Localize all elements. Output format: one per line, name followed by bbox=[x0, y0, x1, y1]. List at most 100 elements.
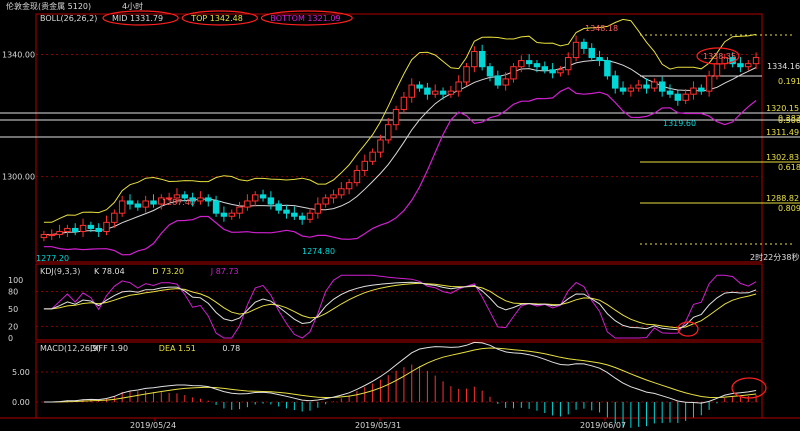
candle bbox=[338, 188, 345, 196]
last-price-box bbox=[764, 60, 800, 71]
candle bbox=[392, 108, 400, 126]
candle bbox=[424, 87, 431, 95]
legend-item: D 73.20 bbox=[152, 267, 184, 276]
candle bbox=[291, 212, 298, 217]
candle bbox=[549, 69, 556, 74]
candle bbox=[189, 197, 196, 202]
kdj-y-tick: 100 bbox=[8, 276, 23, 285]
candle bbox=[118, 200, 126, 214]
panel-frame bbox=[35, 263, 763, 341]
candle bbox=[400, 96, 408, 110]
fib-ratio-label: 0.809 bbox=[778, 204, 800, 213]
candle bbox=[596, 57, 603, 62]
x-tick-label: 2019/06/07 bbox=[580, 421, 626, 430]
legend-item: TOP 1342.48 bbox=[190, 14, 243, 23]
kdj-y-tick: 80 bbox=[8, 287, 18, 296]
fib-price-label: 1311.49 bbox=[766, 128, 799, 137]
candle bbox=[236, 206, 243, 214]
candle bbox=[361, 160, 369, 171]
candle bbox=[212, 200, 220, 214]
candle bbox=[56, 230, 63, 236]
legend-item: MID 1331.79 bbox=[112, 14, 163, 23]
macd-y-tick: 0.00 bbox=[12, 398, 30, 407]
candle bbox=[103, 221, 110, 232]
candle bbox=[150, 200, 157, 205]
candle bbox=[79, 224, 87, 232]
candle bbox=[611, 75, 619, 89]
macd-cross-circle bbox=[731, 377, 767, 399]
macd-dea-line bbox=[43, 347, 757, 403]
candle bbox=[385, 124, 392, 141]
candle bbox=[455, 81, 462, 92]
macd-diff-line bbox=[43, 341, 757, 404]
x-tick-label: 2019/05/24 bbox=[130, 421, 176, 430]
boll-mid-line bbox=[43, 59, 757, 235]
candle bbox=[251, 194, 259, 202]
candle bbox=[283, 209, 290, 214]
legend-item: DEA 1.51 bbox=[159, 344, 196, 353]
legend-item: J 87.73 bbox=[210, 267, 239, 276]
candle bbox=[471, 50, 478, 68]
candle bbox=[369, 151, 376, 162]
candle bbox=[142, 200, 149, 208]
candle bbox=[525, 60, 533, 65]
candle bbox=[353, 169, 361, 184]
candle bbox=[431, 90, 439, 95]
kdj-d-line bbox=[43, 282, 757, 329]
candle bbox=[557, 69, 564, 74]
candle bbox=[416, 84, 423, 89]
candle bbox=[173, 194, 181, 199]
kdj-indicator-label: KDJ(9,3,3) bbox=[40, 267, 80, 276]
x-tick-label: 2019/05/31 bbox=[355, 421, 401, 430]
candle bbox=[619, 87, 627, 92]
legend-highlight-circle bbox=[102, 10, 179, 26]
candle bbox=[71, 227, 79, 232]
kdj-cross-circle bbox=[677, 321, 699, 337]
candle bbox=[682, 93, 689, 101]
legend-highlight-circle bbox=[181, 10, 259, 26]
fib-price-label: 1302.83 bbox=[766, 153, 799, 162]
candle bbox=[314, 203, 322, 214]
candle bbox=[705, 75, 713, 92]
candle bbox=[502, 78, 509, 86]
panel-frame bbox=[35, 13, 763, 263]
candle bbox=[181, 194, 189, 199]
boll-lower-line bbox=[43, 87, 757, 256]
legend-item: K 78.04 bbox=[94, 267, 125, 276]
period-selector[interactable]: 4小时 bbox=[122, 1, 143, 11]
candle bbox=[588, 47, 595, 59]
annotation-low3: 1319.60 bbox=[663, 119, 696, 128]
candle bbox=[533, 63, 541, 68]
candle bbox=[752, 57, 760, 65]
candle bbox=[541, 66, 549, 71]
macd-y-tick: 5.00 bbox=[12, 368, 30, 377]
candle bbox=[48, 234, 55, 237]
candle bbox=[737, 63, 744, 68]
annotation-first_low: 1277.20 bbox=[36, 254, 69, 263]
candle bbox=[259, 194, 267, 199]
candle bbox=[306, 212, 314, 220]
fib-ratio-label: 0.618 bbox=[778, 163, 800, 172]
candle bbox=[463, 66, 470, 83]
candle bbox=[439, 90, 447, 95]
candle bbox=[126, 200, 134, 205]
annotation-low2: 1274.80 bbox=[302, 247, 335, 256]
candle bbox=[643, 84, 650, 89]
candle bbox=[87, 224, 95, 229]
candle bbox=[220, 212, 228, 217]
candle bbox=[565, 57, 572, 71]
kdj-y-tick: 0 bbox=[8, 334, 13, 343]
candle bbox=[275, 203, 282, 211]
legend-item: BOTTOM 1321.09 bbox=[270, 14, 340, 23]
annotation-mark: 1338.35 bbox=[703, 52, 736, 61]
candle bbox=[713, 63, 721, 77]
window-title: 伦敦金现(贵金属 5120) bbox=[6, 1, 91, 11]
candle bbox=[205, 197, 212, 202]
boll-upper-line bbox=[43, 18, 757, 223]
candle bbox=[658, 81, 666, 92]
fib-ratio-label: 0.382 bbox=[778, 114, 800, 123]
candle bbox=[345, 182, 353, 190]
legend-item: 0.78 bbox=[222, 344, 240, 353]
candle bbox=[666, 90, 674, 95]
